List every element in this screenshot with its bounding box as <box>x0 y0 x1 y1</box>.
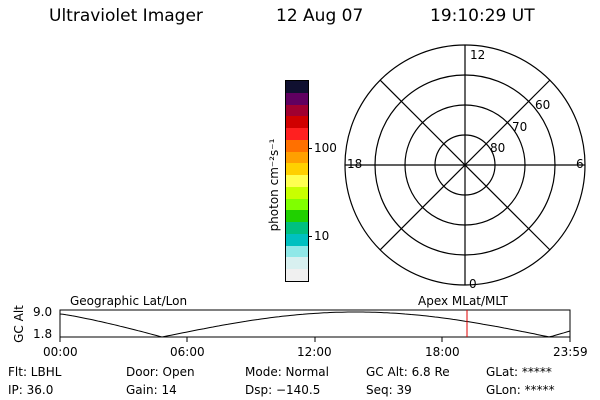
polar-label-0: 0 <box>469 277 477 291</box>
flt-status: Flt: LBHL <box>8 365 62 379</box>
timeline-tick-1200: 12:00 <box>297 345 332 359</box>
colorbar-segment <box>286 245 308 258</box>
polar-label-12: 12 <box>470 48 486 62</box>
timeline-tick-0600: 06:00 <box>170 345 205 359</box>
timeline-y-max: 9.0 <box>33 305 53 319</box>
timeline-right-label: Apex MLat/MLT <box>418 294 508 308</box>
timeline-tick-0000: 00:00 <box>43 345 78 359</box>
colorbar-segment <box>286 163 308 176</box>
colorbar-segment <box>286 81 308 93</box>
header-time: 19:10:29 UT <box>430 6 535 26</box>
colorbar-tick-mark-100 <box>308 148 312 149</box>
dsp-status: Dsp: −140.5 <box>245 383 321 397</box>
gain-status: Gain: 14 <box>126 383 177 397</box>
colorbar-segment <box>286 104 308 117</box>
polar-label-70: 70 <box>512 120 528 134</box>
header-date: 12 Aug 07 <box>276 6 364 26</box>
colorbar-segment <box>286 186 308 199</box>
colorbar-segment <box>286 128 308 140</box>
colorbar-tick-100: 100 <box>314 141 337 155</box>
colorbar-segment <box>286 233 308 246</box>
colorbar-segment <box>286 222 308 234</box>
colorbar-segment <box>286 257 308 270</box>
gc-alt-status: GC Alt: 6.8 Re <box>366 365 450 379</box>
glat-status: GLat: ***** <box>486 365 552 379</box>
timeline-tick-2359: 23:59 <box>553 345 588 359</box>
seq-status: Seq: 39 <box>366 383 412 397</box>
colorbar-segment <box>286 175 308 187</box>
timeline-tick-1800: 18:00 <box>425 345 460 359</box>
polar-label-80: 80 <box>490 141 506 155</box>
glon-status: GLon: ***** <box>486 383 555 397</box>
app-title: Ultraviolet Imager <box>49 6 203 26</box>
colorbar-segment <box>286 198 308 211</box>
timeline-left-label: Geographic Lat/Lon <box>70 294 188 308</box>
mode-status: Mode: Normal <box>245 365 329 379</box>
colorbar-segment <box>286 116 308 129</box>
colorbar <box>285 80 309 282</box>
polar-diagonal-2 <box>379 79 551 251</box>
colorbar-tick-mark-10 <box>308 236 312 237</box>
polar-label-6: 6 <box>576 157 584 171</box>
polar-label-18: 18 <box>347 157 363 171</box>
altitude-curve <box>59 311 571 338</box>
timeline-y-label: GC Alt <box>12 305 26 343</box>
colorbar-segment <box>286 92 308 105</box>
colorbar-segment <box>286 269 308 282</box>
timeline-plot <box>59 309 571 342</box>
ip-status: IP: 36.0 <box>8 383 54 397</box>
colorbar-segment <box>286 210 308 223</box>
colorbar-tick-10: 10 <box>314 229 330 243</box>
timeline-frame <box>59 309 571 338</box>
door-status: Door: Open <box>126 365 195 379</box>
colorbar-segment <box>286 151 308 164</box>
polar-label-60: 60 <box>535 98 551 112</box>
timeline-y-min: 1.8 <box>33 327 53 341</box>
colorbar-segment <box>286 139 308 152</box>
